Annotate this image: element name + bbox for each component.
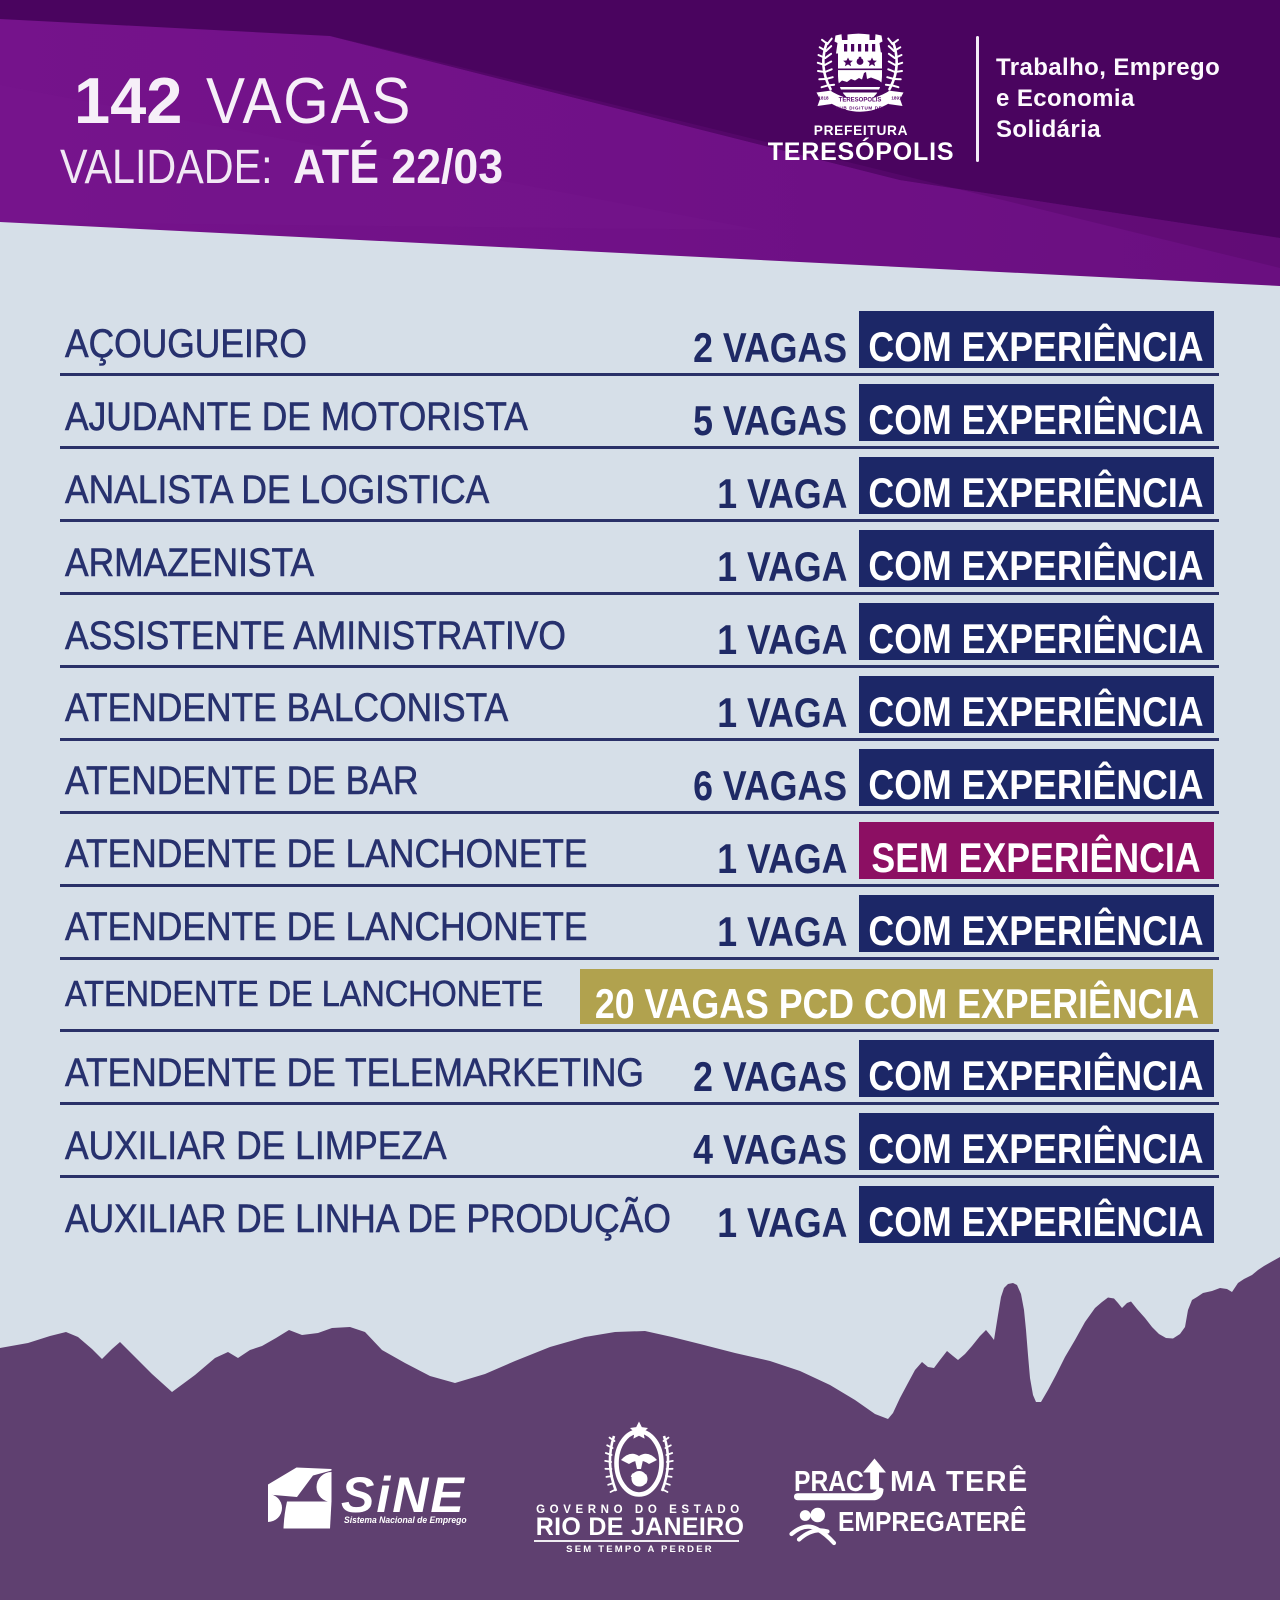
svg-text:1891: 1891 (891, 96, 902, 101)
svg-text:TERESOPOLIS: TERESOPOLIS (839, 98, 882, 104)
svg-text:1818: 1818 (818, 96, 829, 101)
svg-text:SUB DIGITUM DEI: SUB DIGITUM DEI (836, 106, 884, 111)
